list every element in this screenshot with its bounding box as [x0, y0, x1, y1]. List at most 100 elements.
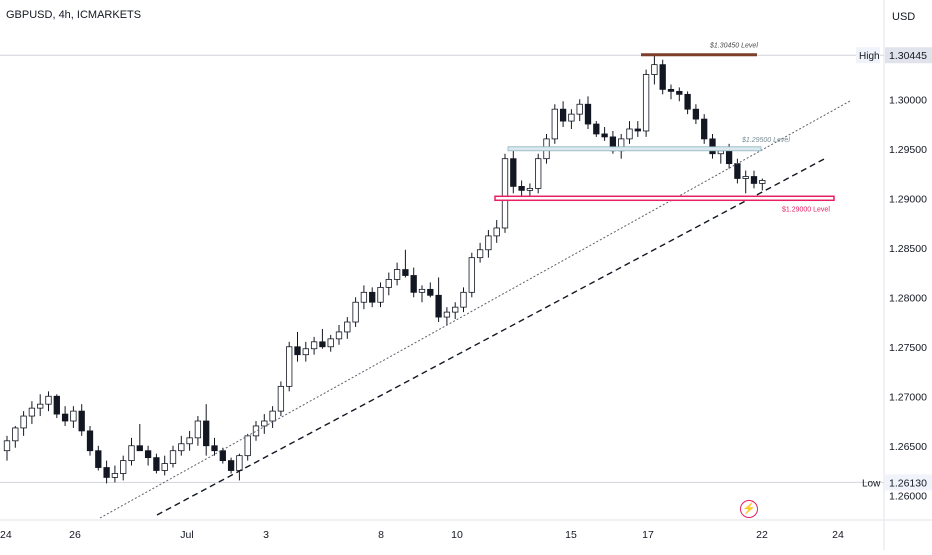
candle[interactable] — [559, 108, 567, 122]
candle[interactable] — [468, 257, 475, 293]
candle[interactable] — [393, 269, 401, 280]
candle[interactable] — [327, 338, 334, 348]
candle[interactable] — [20, 415, 27, 429]
candle[interactable] — [535, 158, 542, 189]
candle[interactable] — [501, 158, 509, 229]
candle[interactable] — [576, 103, 583, 115]
candle[interactable] — [427, 288, 434, 296]
candle[interactable] — [701, 118, 708, 140]
candle[interactable] — [626, 128, 633, 140]
y-tick-label: 1.28500 — [889, 243, 927, 255]
candle[interactable] — [410, 275, 417, 293]
candle[interactable] — [369, 291, 376, 303]
currency-selector[interactable]: USD — [892, 11, 916, 23]
candle[interactable] — [634, 128, 641, 132]
candle[interactable] — [402, 269, 409, 276]
candle[interactable] — [418, 288, 426, 293]
level-band-12900[interactable] — [494, 195, 835, 202]
candle[interactable] — [551, 108, 558, 140]
candle[interactable] — [45, 395, 52, 405]
candle[interactable] — [294, 346, 301, 356]
dotted-trendline[interactable] — [99, 100, 851, 519]
candle[interactable] — [443, 311, 451, 318]
candle[interactable] — [186, 437, 193, 445]
candle[interactable] — [750, 176, 758, 184]
candle[interactable] — [460, 291, 467, 308]
candle[interactable] — [120, 460, 127, 474]
candle[interactable] — [593, 123, 600, 135]
candle[interactable] — [584, 103, 592, 125]
candle[interactable] — [3, 440, 11, 452]
candle[interactable] — [659, 64, 666, 90]
candle[interactable] — [28, 407, 36, 417]
candle[interactable] — [642, 74, 650, 132]
candle[interactable] — [95, 450, 102, 468]
candle[interactable] — [667, 88, 675, 92]
candle[interactable] — [37, 403, 44, 409]
candle[interactable] — [103, 467, 110, 478]
candle[interactable] — [219, 450, 226, 462]
candle[interactable] — [211, 445, 218, 452]
candle[interactable] — [360, 291, 368, 303]
candle[interactable] — [526, 187, 534, 191]
candle[interactable] — [310, 341, 318, 350]
candle[interactable] — [734, 163, 741, 179]
candle[interactable] — [136, 445, 143, 452]
candle[interactable] — [601, 133, 608, 138]
y-tick-label: 1.29500 — [889, 144, 927, 156]
candle[interactable] — [61, 413, 69, 422]
candle[interactable] — [269, 410, 276, 422]
symbol-title[interactable]: GBPUSD, 4h, ICMARKETS — [6, 9, 142, 21]
candle[interactable] — [518, 186, 525, 191]
candle[interactable] — [352, 301, 359, 323]
candle[interactable] — [86, 430, 94, 452]
candle[interactable] — [692, 108, 700, 120]
candle[interactable] — [161, 463, 168, 471]
candle[interactable] — [194, 420, 202, 439]
candle[interactable] — [169, 450, 177, 464]
candle[interactable] — [568, 113, 575, 122]
candle[interactable] — [153, 457, 160, 471]
candle[interactable] — [78, 410, 85, 432]
candle[interactable] — [385, 279, 392, 288]
candle[interactable] — [742, 176, 749, 179]
candle[interactable] — [709, 138, 716, 155]
candle[interactable] — [128, 445, 135, 462]
candle[interactable] — [144, 450, 152, 459]
candle[interactable] — [286, 346, 293, 387]
candle[interactable] — [684, 93, 691, 110]
candle[interactable] — [252, 425, 260, 437]
candle[interactable] — [111, 473, 119, 478]
candle[interactable] — [277, 385, 285, 412]
candle[interactable] — [510, 158, 517, 187]
candle[interactable] — [485, 235, 492, 251]
candle[interactable] — [70, 410, 77, 422]
candle[interactable] — [676, 90, 683, 95]
candle[interactable] — [203, 420, 210, 447]
candle[interactable] — [435, 294, 442, 318]
candle[interactable] — [377, 286, 384, 303]
candle[interactable] — [344, 321, 351, 333]
candle[interactable] — [12, 427, 19, 442]
candle[interactable] — [335, 331, 343, 340]
candle[interactable] — [759, 180, 766, 184]
candle[interactable] — [261, 420, 268, 427]
candle[interactable] — [717, 150, 724, 155]
candle[interactable] — [53, 395, 60, 415]
candle[interactable] — [452, 306, 459, 313]
candle[interactable] — [319, 341, 326, 348]
level-band-12950[interactable] — [507, 146, 762, 152]
candle[interactable] — [178, 443, 185, 452]
candle[interactable] — [236, 455, 243, 471]
candle[interactable] — [725, 150, 733, 165]
candle[interactable] — [302, 348, 309, 356]
candle[interactable] — [476, 249, 484, 259]
candle[interactable] — [244, 435, 251, 457]
candle[interactable] — [493, 227, 500, 237]
dashed-trendline[interactable] — [156, 157, 827, 516]
candle[interactable] — [651, 64, 658, 75]
lightning-icon[interactable]: ⚡ — [740, 500, 758, 518]
candle[interactable] — [227, 460, 235, 471]
